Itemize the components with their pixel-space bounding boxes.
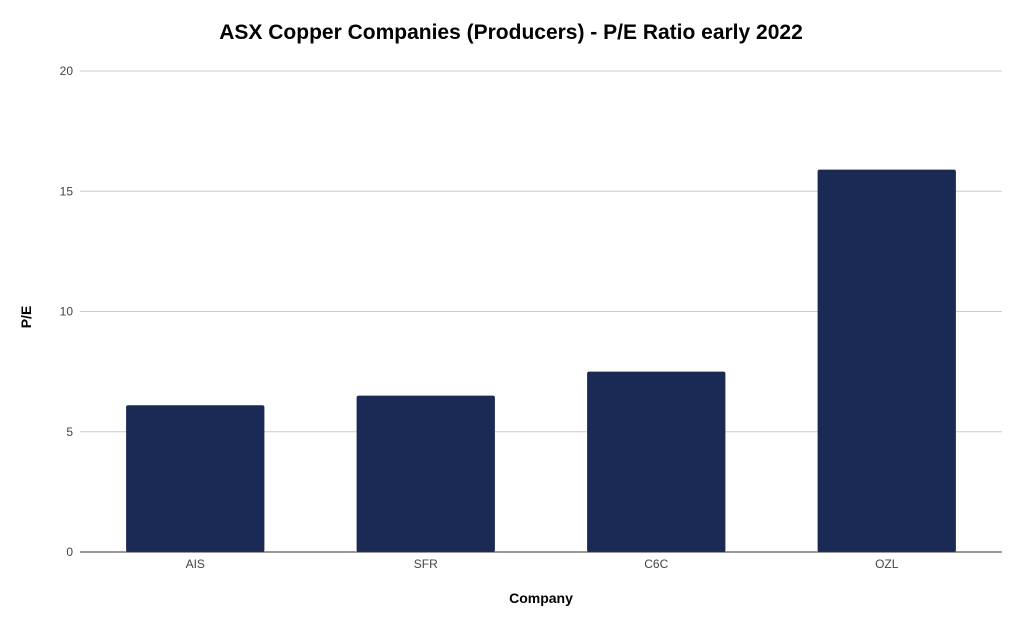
- y-tick-label: 5: [66, 425, 73, 439]
- bars: [126, 169, 956, 553]
- y-axis-ticks: 0 5 10 15 20: [60, 64, 74, 559]
- x-tick-label: C6C: [644, 557, 668, 571]
- y-tick-label: 0: [66, 545, 73, 559]
- y-tick-label: 20: [60, 64, 74, 78]
- bar-ais: [126, 405, 265, 552]
- x-axis-title: Company: [509, 590, 573, 606]
- x-tick-label: SFR: [414, 557, 438, 571]
- x-axis-ticks: AIS SFR C6C OZL: [186, 557, 899, 571]
- y-axis-title: P/E: [18, 306, 34, 329]
- x-tick-label: OZL: [875, 557, 899, 571]
- bar-sfr: [356, 395, 495, 552]
- bar-c6c: [587, 371, 726, 552]
- y-tick-label: 10: [60, 305, 74, 319]
- x-tick-label: AIS: [186, 557, 205, 571]
- bar-ozl: [817, 169, 956, 553]
- chart-title: ASX Copper Companies (Producers) - P/E R…: [219, 21, 803, 44]
- y-tick-label: 15: [60, 184, 74, 198]
